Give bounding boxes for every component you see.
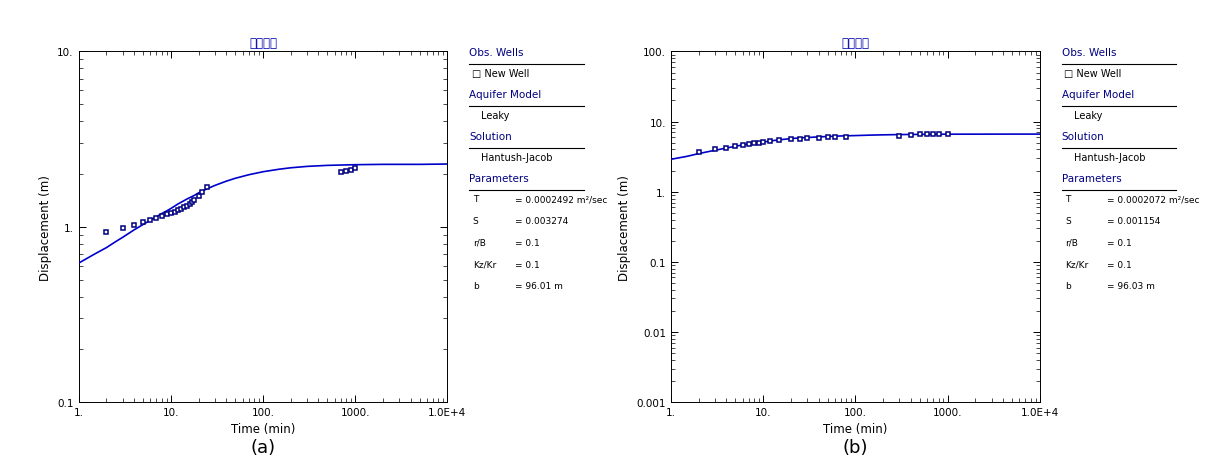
Text: = 0.0002072 m²/sec: = 0.0002072 m²/sec xyxy=(1107,195,1201,204)
Text: T: T xyxy=(473,195,478,204)
Text: S: S xyxy=(473,217,479,226)
Text: Leaky: Leaky xyxy=(481,111,509,121)
Text: Parameters: Parameters xyxy=(469,174,528,184)
Text: Aquifer Model: Aquifer Model xyxy=(469,89,542,99)
Text: Hantush-Jacob: Hantush-Jacob xyxy=(481,153,553,163)
Text: T: T xyxy=(1065,195,1070,204)
Text: □ New Well: □ New Well xyxy=(472,69,528,79)
Text: □ New Well: □ New Well xyxy=(1064,69,1121,79)
Text: r/B: r/B xyxy=(1065,238,1078,248)
Text: Parameters: Parameters xyxy=(1062,174,1121,184)
Text: = 0.0002492 m²/sec: = 0.0002492 m²/sec xyxy=(515,195,607,204)
Text: Solution: Solution xyxy=(469,132,511,142)
Text: Kz/Kr: Kz/Kr xyxy=(1065,260,1088,269)
Text: = 96.01 m: = 96.01 m xyxy=(515,282,563,291)
Text: Obs. Wells: Obs. Wells xyxy=(1062,48,1116,58)
X-axis label: Time (min): Time (min) xyxy=(823,423,887,436)
Text: = 0.1: = 0.1 xyxy=(1107,238,1132,248)
Text: = 0.1: = 0.1 xyxy=(1107,260,1132,269)
Text: S: S xyxy=(1065,217,1071,226)
Text: Kz/Kr: Kz/Kr xyxy=(473,260,496,269)
Text: (b): (b) xyxy=(843,438,868,456)
Text: (a): (a) xyxy=(250,438,276,456)
Text: Aquifer Model: Aquifer Model xyxy=(1062,89,1134,99)
Y-axis label: Displacement (m): Displacement (m) xyxy=(618,175,631,280)
Text: Solution: Solution xyxy=(1062,132,1104,142)
Text: r/B: r/B xyxy=(473,238,486,248)
Y-axis label: Displacement (m): Displacement (m) xyxy=(39,175,52,280)
Text: = 96.03 m: = 96.03 m xyxy=(1107,282,1156,291)
Title: 공공관정: 공공관정 xyxy=(249,37,277,50)
Text: = 0.1: = 0.1 xyxy=(515,260,539,269)
Text: b: b xyxy=(1065,282,1071,291)
Text: Leaky: Leaky xyxy=(1074,111,1101,121)
Text: = 0.001154: = 0.001154 xyxy=(1107,217,1161,226)
X-axis label: Time (min): Time (min) xyxy=(231,423,295,436)
Title: 공공관정: 공공관정 xyxy=(841,37,869,50)
Text: = 0.003274: = 0.003274 xyxy=(515,217,568,226)
Text: Hantush-Jacob: Hantush-Jacob xyxy=(1074,153,1145,163)
Text: Obs. Wells: Obs. Wells xyxy=(469,48,523,58)
Text: b: b xyxy=(473,282,479,291)
Text: = 0.1: = 0.1 xyxy=(515,238,539,248)
